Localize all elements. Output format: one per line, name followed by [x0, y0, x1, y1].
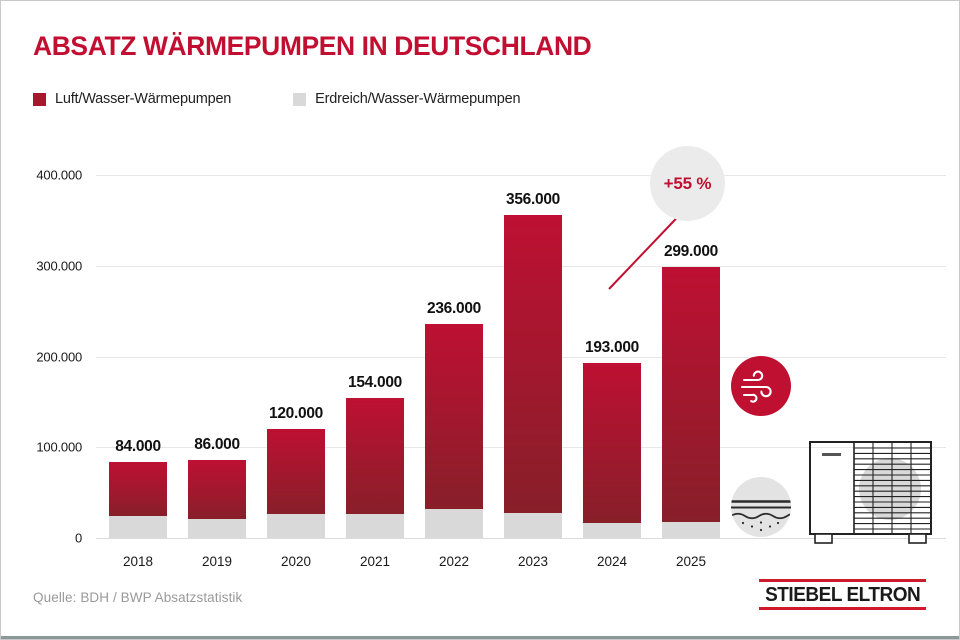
bar-2024	[583, 362, 641, 538]
air-source-icon	[731, 356, 791, 421]
gridline	[96, 538, 946, 539]
chart-legend: Luft/Wasser-Wärmepumpen Erdreich/Wasser-…	[33, 91, 521, 107]
bar-value-label: 193.000	[585, 338, 639, 356]
bar-segment-air	[583, 362, 641, 524]
bar-segment-ground	[425, 508, 483, 538]
bar-segment-air	[662, 266, 720, 522]
legend-item-air-water: Luft/Wasser-Wärmepumpen	[33, 91, 231, 107]
bar-segment-ground	[662, 521, 720, 538]
x-axis-tick-label: 2019	[201, 554, 233, 569]
x-axis-tick-label: 2018	[122, 554, 154, 569]
bar-value-label: 356.000	[506, 190, 560, 208]
y-axis-tick-label: 0	[74, 530, 82, 546]
bar-segment-air	[109, 461, 167, 517]
brand-logo: STIEBEL ELTRON	[758, 579, 926, 610]
x-axis-tick-label: 2022	[438, 554, 470, 569]
bar-segment-air	[346, 398, 404, 514]
x-axis-tick-label: 2024	[596, 554, 628, 569]
bar-2025	[662, 266, 720, 538]
bar-value-label: 120.000	[269, 405, 323, 423]
growth-annotation-badge: +55 %	[650, 146, 725, 221]
bar-2018	[109, 461, 167, 538]
bar-value-label: 86.000	[194, 435, 240, 453]
bar-segment-ground	[504, 512, 562, 538]
brand-name: STIEBEL ELTRON	[764, 584, 921, 606]
x-axis-tick-label: 2023	[517, 554, 549, 569]
bar-segment-air	[188, 459, 246, 519]
bar-value-label: 236.000	[427, 299, 481, 317]
brand-rule-bottom	[758, 607, 926, 610]
bar-value-label: 84.000	[115, 437, 161, 455]
y-axis-tick-label: 200.000	[36, 349, 82, 364]
brand-rule-top	[758, 579, 926, 582]
x-axis-tick-label: 2020	[280, 554, 312, 569]
legend-item-ground-water: Erdreich/Wasser-Wärmepumpen	[293, 91, 521, 107]
bar-segment-air	[267, 429, 325, 515]
bar-segment-ground	[583, 523, 641, 538]
heat-pump-illustration	[807, 439, 935, 554]
bar-segment-ground	[267, 514, 325, 538]
bar-2023	[504, 214, 562, 538]
x-axis-tick-label: 2021	[359, 554, 391, 569]
bar-segment-ground	[346, 513, 404, 538]
y-axis-tick-label: 100.000	[36, 439, 82, 455]
x-axis-tick-label: 2025	[675, 554, 707, 569]
bar-segment-ground	[109, 516, 167, 538]
bar-segment-ground	[188, 518, 246, 538]
source-credit: Quelle: BDH / BWP Absatzstatistik	[33, 590, 243, 605]
gridline	[96, 175, 946, 176]
y-axis-tick-label: 400.000	[36, 167, 82, 183]
bar-2020	[267, 429, 325, 538]
bar-2019	[188, 459, 246, 538]
y-axis-tick-label: 300.000	[36, 258, 82, 274]
bar-2021	[346, 398, 404, 538]
bar-value-label: 299.000	[664, 242, 718, 260]
legend-swatch-gray-icon	[293, 92, 307, 106]
bar-segment-air	[504, 214, 562, 513]
legend-swatch-red-icon	[33, 92, 46, 106]
ground-source-icon	[731, 477, 791, 542]
page-title: ABSATZ WÄRMEPUMPEN IN DEUTSCHLAND	[33, 31, 592, 61]
bar-2022	[425, 323, 483, 538]
legend-label: Erdreich/Wasser-Wärmepumpen	[315, 91, 521, 107]
bar-value-label: 154.000	[348, 374, 402, 392]
growth-annotation-label: +55 %	[663, 173, 712, 193]
bar-segment-air	[425, 323, 483, 509]
legend-label: Luft/Wasser-Wärmepumpen	[55, 91, 232, 107]
bottom-accent-strip	[1, 636, 959, 639]
